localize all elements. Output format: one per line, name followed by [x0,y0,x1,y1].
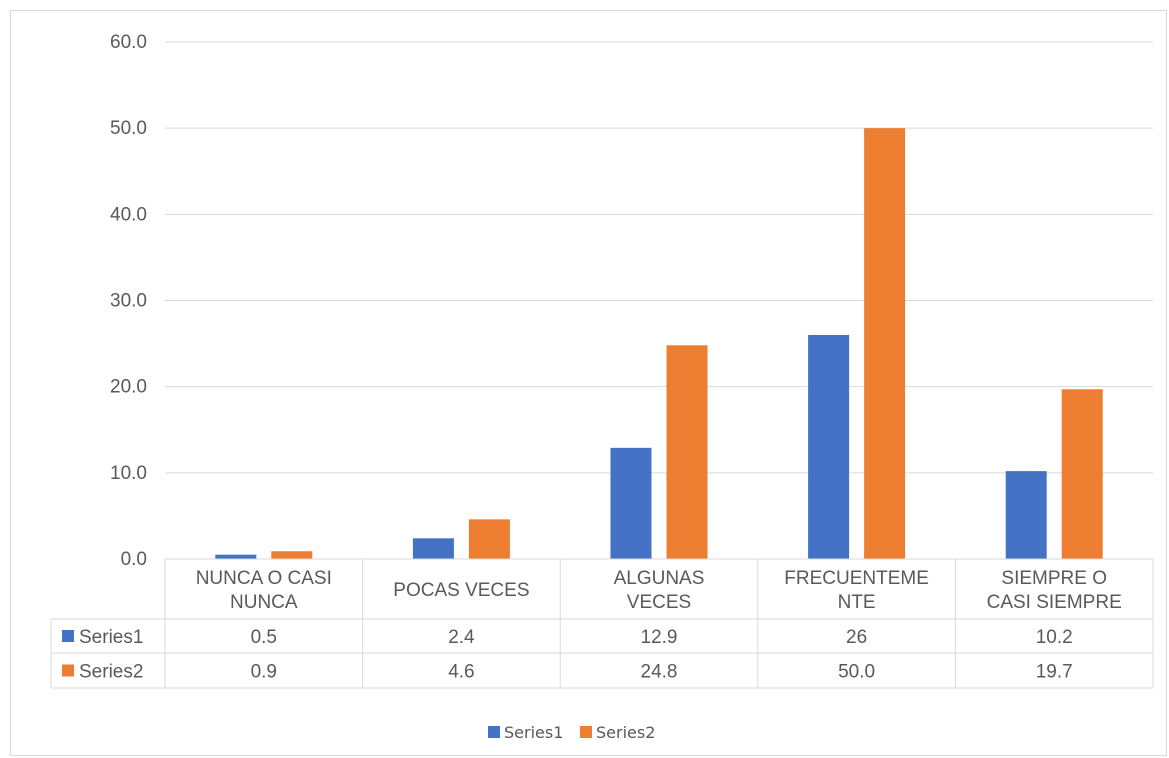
y-tick-label: 0.0 [121,549,147,570]
y-tick-label: 40.0 [110,204,147,225]
bar-chart: 0.0 10.0 20.0 30.0 40.0 50.0 60.0 NUNCA O CASI N… [50,32,1154,742]
category-label: NUNCA [230,592,298,613]
table-value: 26 [846,627,867,648]
table-value: 0.9 [251,662,277,683]
bar-series2 [666,345,708,559]
table-series-label: Series1 [79,627,143,648]
y-tick-label: 10.0 [110,463,147,484]
table-value: 12.9 [641,627,678,648]
legend-swatch [488,726,500,738]
bar-series2 [1061,389,1103,559]
category-label: ALGUNAS [614,568,705,589]
table-value: 50.0 [838,662,875,683]
category-label: VECES [627,592,691,613]
y-tick-label: 60.0 [110,32,147,53]
bar-series1 [412,538,454,559]
y-tick-label: 50.0 [110,118,147,139]
category-label: POCAS VECES [393,580,529,601]
chart-container: 0.0 10.0 20.0 30.0 40.0 50.0 60.0 NUNCA O CASI N… [10,10,1167,756]
y-tick-label: 20.0 [110,377,147,398]
bar-series1 [610,447,652,559]
table-value: 0.5 [251,627,277,648]
table-series-label: Series2 [79,662,143,683]
table-value: 2.4 [448,627,475,648]
category-label: SIEMPRE O [1001,568,1107,589]
bar-series1 [808,334,850,559]
bar-series1 [1005,471,1047,559]
bar-series1 [215,554,257,559]
bar-series2 [864,128,906,559]
table-legend-key [62,630,74,642]
table-value: 4.6 [448,662,474,683]
category-label: NUNCA O CASI [196,568,332,589]
y-tick-label: 30.0 [110,291,147,312]
category-label: FRECUENTEME [784,568,929,589]
table-value: 24.8 [641,662,678,683]
category-label: NTE [838,592,876,613]
legend-swatch [580,726,592,738]
bar-series2 [468,519,510,559]
legend-label: Series1 [504,723,563,742]
table-value: 10.2 [1036,627,1073,648]
table-value: 19.7 [1036,662,1073,683]
category-label: CASI SIEMPRE [987,592,1122,613]
table-legend-key [62,664,74,677]
bar-series2 [271,551,313,559]
legend-label: Series2 [596,723,655,742]
